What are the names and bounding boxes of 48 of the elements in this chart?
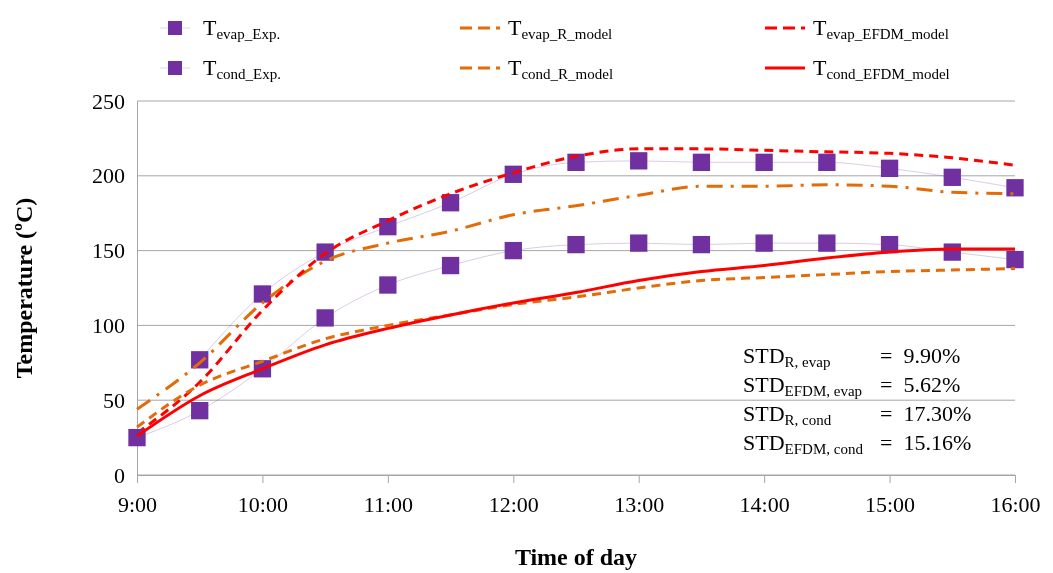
y-tick-label: 50 <box>103 387 125 413</box>
legend-label: T$_{cond_EFDM_model}$ <box>813 55 950 82</box>
x-tick-label: 9:00 <box>117 492 158 518</box>
point <box>316 309 334 327</box>
x-tick-label: 16:00 <box>990 492 1041 518</box>
point <box>567 235 585 254</box>
point <box>1006 179 1024 197</box>
x-tick-label: 13:00 <box>614 492 665 518</box>
y-tick-label: 100 <box>92 312 125 338</box>
point <box>630 234 648 252</box>
point <box>441 256 460 275</box>
y-axis-title: Temperature (ºC) <box>11 197 37 379</box>
annotation: STD$_{EFDM, cond}$ = 15.16% <box>743 430 972 457</box>
point <box>818 153 836 171</box>
x-tick-label: 11:00 <box>363 492 414 518</box>
point <box>692 235 711 254</box>
point <box>379 218 397 236</box>
legend-label: T$_{cond_R_model}$ <box>508 55 614 82</box>
annotation: STD$_{EFDM, evap}$ = 5.62% <box>743 372 961 399</box>
point <box>692 153 711 171</box>
x-tick-label: 10:00 <box>237 492 288 518</box>
x-tick-label: 14:00 <box>739 492 790 518</box>
x-tick-label: 15:00 <box>865 492 916 518</box>
point <box>1006 250 1024 269</box>
point <box>880 159 899 177</box>
y-tick-label: 200 <box>92 163 125 189</box>
legend-label: T$_{evap_EFDM_model}$ <box>813 15 949 42</box>
point <box>755 153 773 171</box>
y-tick-label: 150 <box>92 238 125 264</box>
point <box>818 234 836 252</box>
point <box>630 152 648 170</box>
legend-label: T$_{cond_Exp.}$ <box>203 55 282 82</box>
point <box>128 428 146 447</box>
legend-label: T$_{evap_R_model}$ <box>508 15 613 42</box>
y-tick-label: 0 <box>114 462 125 488</box>
point <box>191 402 209 420</box>
point <box>943 168 961 186</box>
x-axis-title: Time of day <box>514 544 638 570</box>
point <box>379 276 397 294</box>
point <box>755 234 773 252</box>
text: STD$_{R, evap}$ = 9.90% <box>743 343 961 370</box>
point <box>567 153 585 171</box>
point <box>253 285 272 303</box>
point <box>504 241 522 260</box>
y-tick-label: 250 <box>92 88 125 114</box>
legend-label: T$_{evap_Exp.}$ <box>203 15 281 42</box>
text: STD$_{R, cond}$ = 17.30% <box>743 401 972 428</box>
x-tick-label: 12:00 <box>488 492 539 518</box>
